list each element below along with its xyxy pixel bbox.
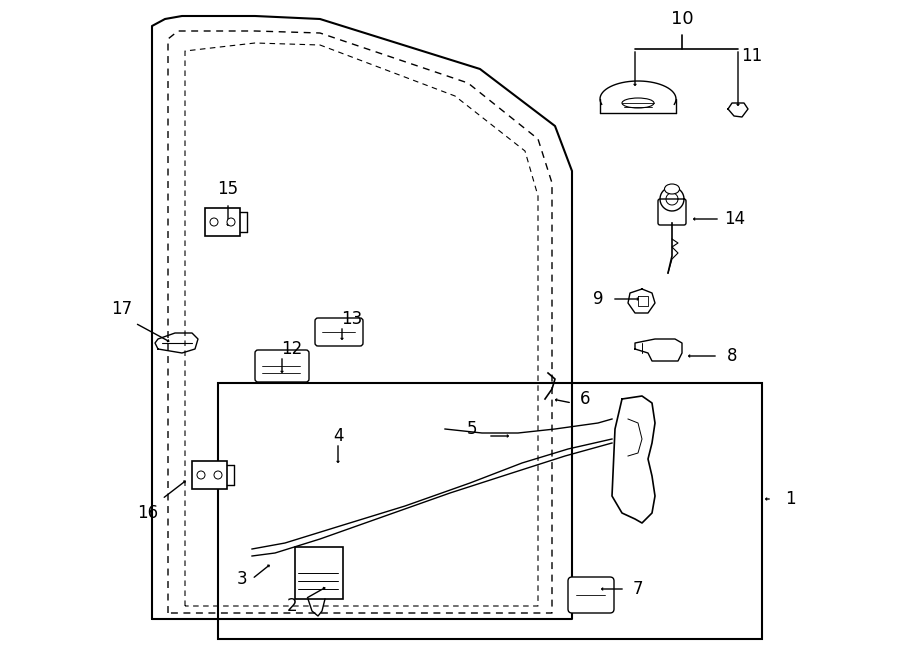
Text: 11: 11 (742, 47, 762, 65)
Text: 12: 12 (282, 340, 302, 358)
Text: 9: 9 (593, 290, 603, 308)
Circle shape (197, 471, 205, 479)
Circle shape (227, 218, 235, 226)
Text: 10: 10 (670, 10, 693, 28)
Text: 16: 16 (138, 504, 158, 522)
Circle shape (210, 218, 218, 226)
Text: 3: 3 (237, 570, 248, 588)
Text: 17: 17 (112, 300, 132, 318)
Text: 13: 13 (341, 310, 363, 328)
Ellipse shape (664, 184, 680, 194)
Text: 2: 2 (287, 597, 297, 615)
Text: 1: 1 (785, 490, 796, 508)
Ellipse shape (622, 98, 654, 108)
FancyBboxPatch shape (295, 547, 343, 599)
FancyBboxPatch shape (192, 461, 227, 489)
FancyBboxPatch shape (315, 318, 363, 346)
Text: 4: 4 (333, 427, 343, 445)
Text: 14: 14 (724, 210, 745, 228)
Text: 6: 6 (580, 390, 590, 408)
Text: 7: 7 (633, 580, 643, 598)
FancyBboxPatch shape (205, 208, 240, 236)
Circle shape (214, 471, 222, 479)
Bar (218, 383, 762, 639)
Text: 15: 15 (218, 180, 238, 198)
FancyBboxPatch shape (658, 199, 686, 225)
Text: 8: 8 (727, 347, 737, 365)
FancyBboxPatch shape (568, 577, 614, 613)
Text: 5: 5 (467, 420, 477, 438)
FancyBboxPatch shape (255, 350, 309, 382)
